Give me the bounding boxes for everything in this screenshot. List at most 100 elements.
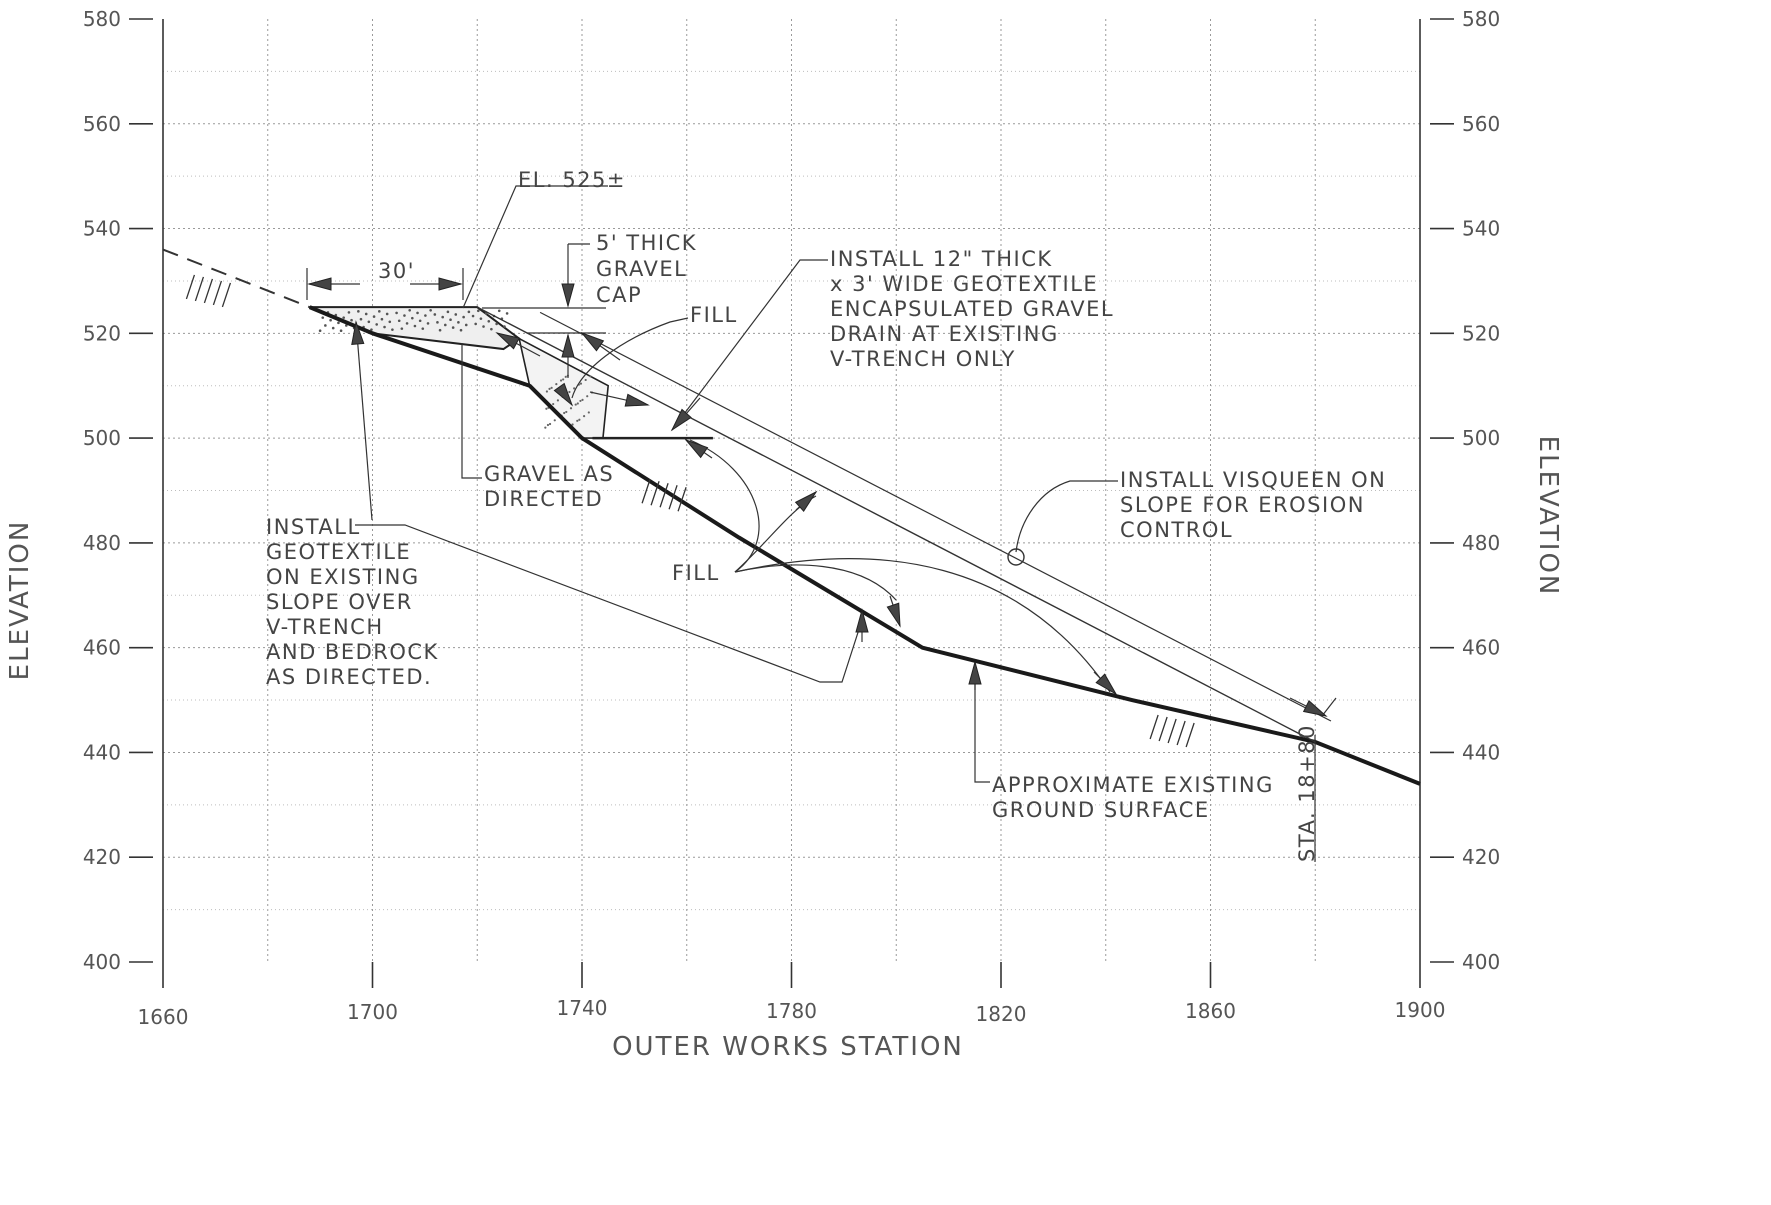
geotextile-note-6: AND BEDROCK (266, 640, 439, 664)
gravel-dot (474, 322, 477, 326)
fill-dot (563, 411, 566, 415)
gravel-dot (375, 323, 378, 326)
fill-upper-label: FILL (690, 303, 738, 327)
y-tick-label-left: 520 (83, 321, 121, 345)
slope-arrow-3-head (624, 393, 650, 407)
axis-titles: OUTER WORKS STATION ELEVATION ELEVATION (5, 436, 1563, 1062)
ground-note-2: GROUND SURFACE (992, 798, 1210, 822)
fill-dot (555, 383, 558, 386)
y-tick-label-left: 400 (83, 950, 121, 974)
fill-dot (573, 387, 576, 390)
leader-lines (306, 185, 1337, 862)
geotextile-arrow-lower-head (855, 608, 869, 633)
fill-dot (587, 411, 590, 414)
fill-dot (559, 379, 563, 382)
dim-arrow-right-head (438, 277, 463, 291)
drain-note-1: INSTALL 12" THICK (830, 247, 1053, 271)
y-tick-label-left: 460 (83, 636, 121, 660)
hatch-mark (1158, 716, 1168, 742)
hatch-mark (668, 485, 678, 510)
gravel-dot (451, 326, 455, 329)
finished-slope-line (476, 306, 1316, 743)
x-tick-label: 1740 (557, 996, 608, 1020)
fill-dot (576, 419, 579, 422)
gravel-dot (476, 309, 480, 313)
hatch-mark (221, 282, 232, 308)
y-tick-label-right: 540 (1462, 217, 1500, 241)
fill-dot (579, 399, 582, 403)
x-tick-label: 1700 (347, 1000, 398, 1024)
cap-arrow-down-head (561, 283, 575, 308)
elevation-mark-label: EL. 525± (518, 168, 626, 192)
axis-ticks: 400 400 420 420 440 440 460 460 480 480 500 500 520 5… (83, 7, 1500, 1029)
fill-lower-leader-4 (734, 558, 1111, 693)
gravel-dot (408, 308, 411, 312)
existing-ground-dashed (162, 248, 311, 309)
slope-arrow-2-head (580, 331, 605, 352)
gravel-cap-stipple (318, 308, 509, 333)
fill-dot (556, 399, 560, 402)
fill-dot (574, 403, 577, 406)
gravel-dot (347, 311, 351, 314)
fill-upper-arrow-head (553, 382, 574, 407)
gravel-dot (405, 322, 409, 325)
fill-lower-arrow-4-head (1095, 673, 1118, 696)
y-tick-label-right: 500 (1462, 426, 1500, 450)
geotextile-note-5: V-TRENCH (266, 615, 384, 639)
gravel-dot (321, 316, 325, 319)
slope-arrow-1-head (495, 332, 520, 350)
gravel-dot (464, 323, 468, 327)
fill-dot (579, 382, 583, 385)
hatch-mark (203, 278, 214, 304)
y-tick-label-right: 520 (1462, 321, 1500, 345)
fill-dot (546, 423, 550, 427)
gravel-dot (441, 315, 444, 319)
gravel-dot (395, 311, 398, 315)
gravel-dot (490, 327, 493, 331)
gravel-dot (380, 317, 384, 321)
geotextile-note-1: INSTALL (266, 515, 361, 539)
gravel-dot (454, 313, 458, 316)
gravel-cap-label-2: GRAVEL (596, 257, 687, 281)
fill-dot (545, 390, 549, 393)
y-tick-label-left: 560 (83, 112, 121, 136)
hatch-mark (194, 276, 205, 302)
gravel-dot (497, 309, 501, 313)
gravel-dot (495, 322, 498, 326)
gravel-dot (444, 323, 447, 327)
drain-note-5: V-TRENCH ONLY (830, 347, 1016, 371)
gravel-dot (378, 310, 381, 313)
visqueen-note-2: SLOPE FOR EROSION (1120, 493, 1365, 517)
geotextile-note-2: GEOTEXTILE (266, 540, 411, 564)
hatch-mark (1167, 718, 1177, 744)
visqueen-slope-line (539, 311, 1332, 722)
fill-dot (581, 398, 584, 401)
elevation-leader (462, 185, 608, 309)
gravel-dot (342, 316, 345, 319)
gravel-dot (364, 312, 368, 316)
ground-leader (974, 665, 990, 783)
visqueen-leader (1015, 480, 1118, 553)
x-tick-label: 1660 (138, 1005, 189, 1029)
hatch-mark (1185, 722, 1195, 748)
ground-hatching (185, 274, 1195, 748)
fill-dot (553, 419, 556, 422)
axis-frame (162, 19, 1421, 962)
gravel-dot (467, 310, 471, 314)
y-tick-label-left: 420 (83, 845, 121, 869)
gravel-dot (426, 322, 430, 325)
gravel-dot (459, 328, 463, 332)
y-tick-label-right: 560 (1462, 112, 1500, 136)
y-axis-title-right: ELEVATION (1533, 436, 1563, 597)
drain-note-3: ENCAPSULATED GRAVEL (830, 297, 1114, 321)
y-tick-label-left: 500 (83, 426, 121, 450)
y-tick-label-left: 580 (83, 7, 121, 31)
hatch-mark (650, 481, 660, 506)
fill-dot (552, 402, 555, 406)
x-tick-label: 1900 (1395, 998, 1446, 1022)
x-tick-label: 1820 (976, 1002, 1027, 1026)
existing-ground-line (308, 305, 1421, 786)
fill-lower-leader-1 (689, 439, 760, 573)
gravel-dot (318, 329, 322, 333)
gravel-dot (462, 315, 465, 319)
